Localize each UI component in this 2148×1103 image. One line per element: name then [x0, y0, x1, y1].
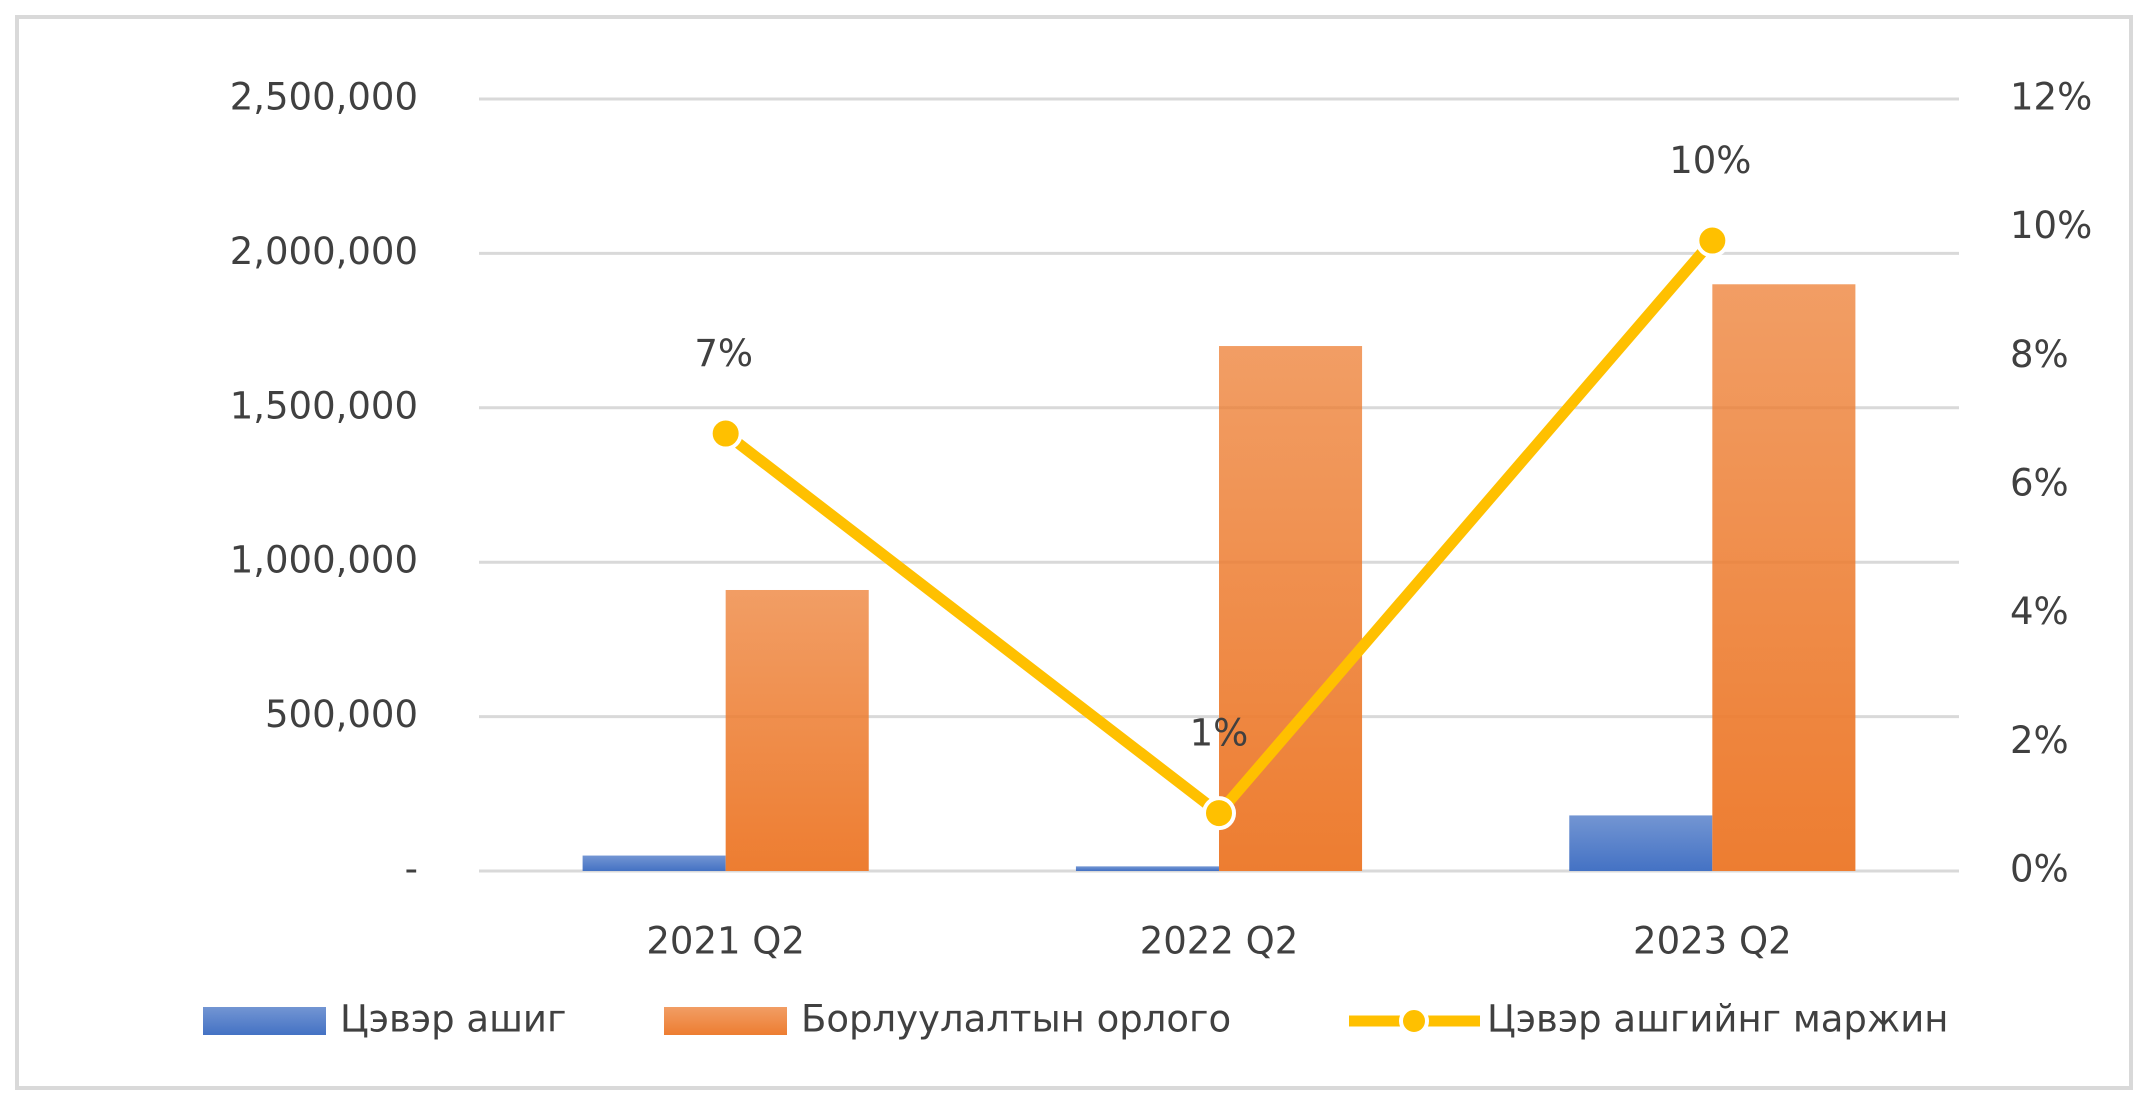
- line-marker: [1695, 223, 1730, 258]
- legend-label: Борлуулалтын орлого: [801, 998, 1231, 1041]
- data-label: 1%: [1190, 712, 1249, 755]
- legend-swatch: [203, 1007, 326, 1035]
- y2-tick-label: 8%: [2010, 333, 2069, 376]
- y-tick-label: -: [405, 848, 418, 891]
- bar: [725, 589, 869, 871]
- bar: [1569, 815, 1713, 871]
- legend-label: Цэвэр ашиг: [340, 998, 566, 1041]
- data-label: 7%: [694, 332, 753, 375]
- y2-tick-label: 4%: [2010, 590, 2069, 633]
- x-tick-label: 2023 Q2: [1633, 920, 1792, 963]
- x-tick-label: 2021 Q2: [646, 920, 805, 963]
- y-tick-label: 2,500,000: [230, 76, 418, 119]
- y2-tick-label: 10%: [2010, 204, 2092, 247]
- legend-marker: [1399, 1006, 1429, 1036]
- y2-tick-label: 6%: [2010, 462, 2069, 505]
- y-tick-label: 500,000: [265, 693, 418, 736]
- bar: [1712, 284, 1856, 871]
- line-marker: [1202, 796, 1236, 831]
- data-label: 10%: [1669, 139, 1751, 182]
- y-tick-label: 2,000,000: [230, 230, 418, 273]
- y-tick-label: 1,500,000: [230, 384, 418, 427]
- legend-swatch: [664, 1007, 787, 1035]
- line-marker: [708, 416, 743, 451]
- y2-tick-label: 12%: [2010, 76, 2092, 119]
- x-tick-label: 2022 Q2: [1140, 920, 1299, 963]
- bar: [582, 855, 726, 871]
- y-tick-label: 1,000,000: [230, 539, 418, 582]
- bar: [1075, 866, 1219, 871]
- y2-tick-label: 0%: [2010, 848, 2069, 891]
- legend-label: Цэвэр ашгийнг маржин: [1487, 998, 1949, 1041]
- y2-tick-label: 2%: [2010, 719, 2069, 762]
